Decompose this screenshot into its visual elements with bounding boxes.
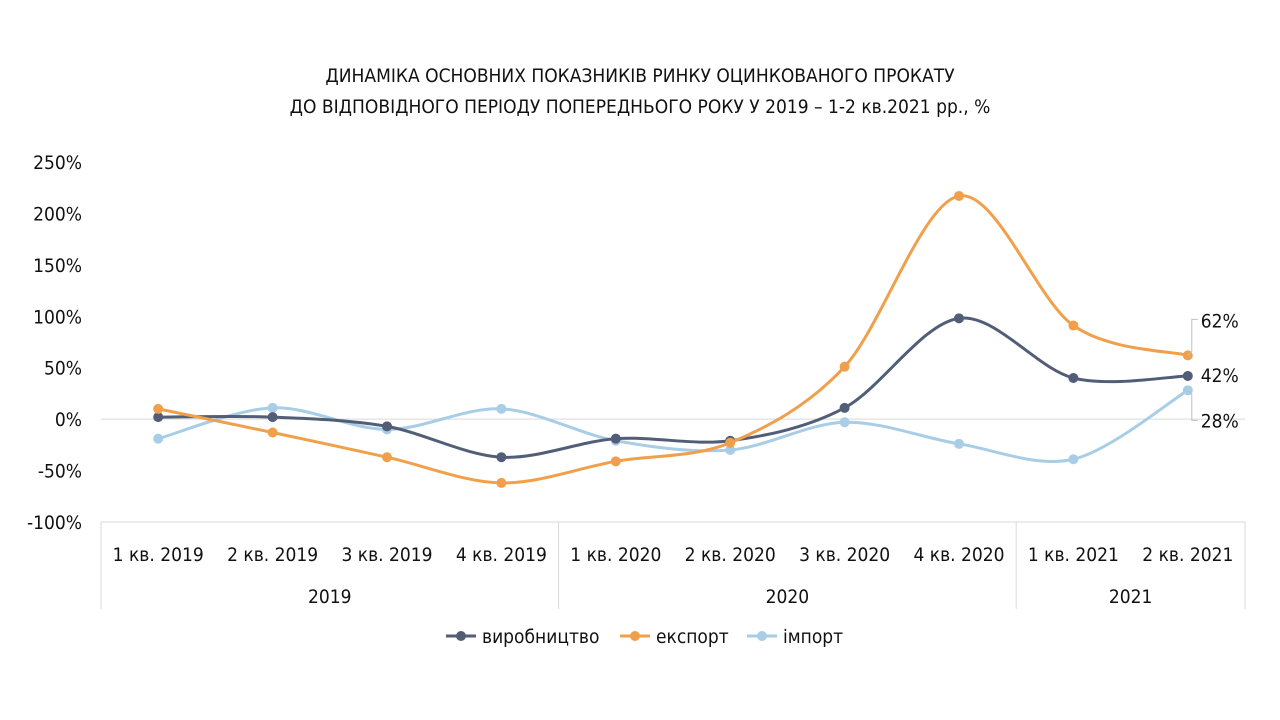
x-tick-label: 1 кв. 2021 [1028,544,1119,566]
data-point [954,313,964,324]
legend-marker [630,631,640,641]
data-point [153,412,164,423]
x-tick-label: 3 кв. 2019 [341,544,432,566]
x-tick-label: 3 кв. 2020 [799,544,890,566]
data-label-export: 62% [1201,310,1239,332]
legend: виробництво експорт імпорт [446,626,843,648]
legend-item-імпорт: імпорт [747,626,843,648]
series-line [157,389,1189,464]
data-labels: 62% 42% 28% [1187,310,1239,432]
data-point [267,427,278,438]
x-tick-label: 1 кв. 2020 [570,544,661,566]
y-tick-label: 50% [44,358,82,380]
series-виробництво [153,313,1193,463]
series-line [158,316,1188,459]
x-tick-label: 2 кв. 2020 [685,544,776,566]
data-point [496,452,507,463]
y-tick-label: 100% [33,306,82,328]
data-point [496,403,507,414]
legend-item-експорт: експорт [620,626,729,648]
data-point [954,438,964,449]
leader-line [1187,318,1198,356]
data-point [1068,320,1079,331]
y-tick-label: 250% [33,152,82,174]
series-line [157,194,1189,485]
data-point [725,445,736,455]
legend-item-виробництво: виробництво [446,626,599,648]
x-tick-label: 1 кв. 2019 [113,544,204,566]
legend-label: виробництво [482,626,599,648]
data-label-production: 42% [1201,365,1239,387]
y-axis: 250% 200% 150% 100% 50% 0% -50% -100% [27,152,1245,534]
data-point [267,412,278,423]
data-point [382,421,392,432]
y-tick-label: -100% [27,512,82,534]
data-point [1068,454,1079,465]
x-year-label: 2020 [766,586,810,608]
x-axis: 1 кв. 2019 2 кв. 2019 3 кв. 2019 4 кв. 2019… [100,521,1246,609]
data-point [496,477,507,488]
chart-title-line-2: ДО ВІДПОВІДНОГО ПЕРІОДУ ПОПЕРЕДНЬОГО РОК… [290,96,991,118]
leader-line [1187,389,1198,421]
legend-marker [757,631,767,641]
x-tick-label: 2 кв. 2019 [227,544,318,566]
data-label-import: 28% [1201,410,1239,432]
data-point [153,433,164,444]
legend-label: імпорт [783,626,843,648]
x-year-label: 2021 [1109,586,1153,608]
series-layer [153,190,1193,488]
data-point [839,361,850,372]
legend-marker [456,631,466,641]
data-point [610,456,621,467]
legend-label: експорт [656,626,729,648]
data-point [382,452,392,463]
x-tick-label: 4 кв. 2019 [456,544,547,566]
series-імпорт [153,385,1193,465]
chart-title-line-1: ДИНАМІКА ОСНОВНИХ ПОКАЗНИКІВ РИНКУ ОЦИНК… [325,65,955,87]
y-tick-label: -50% [38,461,82,483]
data-point [954,190,964,201]
data-point [839,417,850,428]
data-point [1068,373,1079,383]
x-tick-label: 2 кв. 2021 [1142,544,1233,566]
y-tick-label: 200% [33,203,82,225]
data-point [839,402,850,413]
data-point [725,437,736,448]
y-tick-label: 0% [55,409,82,431]
series-експорт [153,190,1193,488]
data-point [153,403,164,414]
data-point [1182,370,1193,381]
data-point [610,433,621,444]
y-tick-label: 150% [33,255,82,277]
data-point [267,402,278,413]
x-year-label: 2019 [308,586,352,608]
x-tick-label: 4 кв. 2020 [913,544,1004,566]
